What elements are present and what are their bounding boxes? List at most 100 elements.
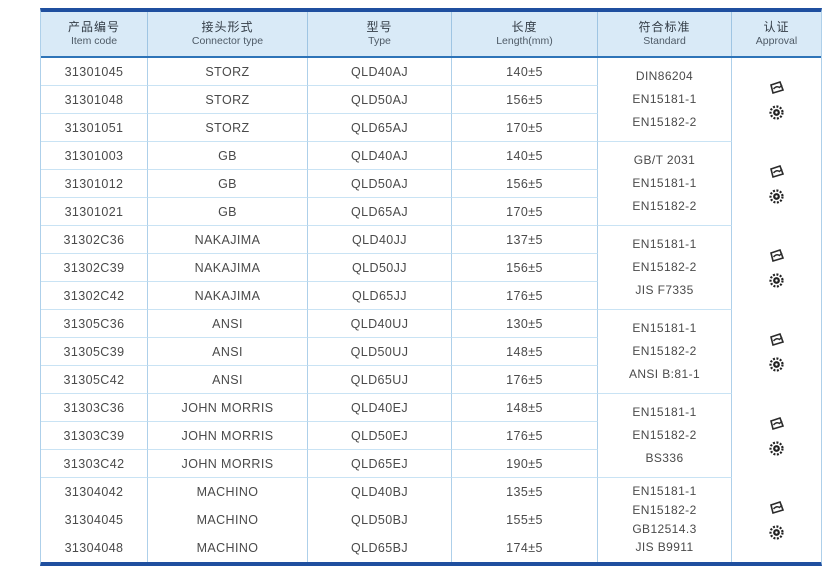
length-cell: 130±5 xyxy=(452,310,598,338)
table-group-machino: 31304042 MACHINO QLD40BJ 135±5 EN15181-1… xyxy=(41,478,821,562)
item-code-cell: 31305C42 xyxy=(41,366,148,394)
standard-line: JIS B9911 xyxy=(635,540,694,555)
item-code-cell: 31303C39 xyxy=(41,422,148,450)
item-code-cell: 31302C39 xyxy=(41,254,148,282)
standard-line: EN15182-2 xyxy=(632,198,697,213)
item-code-cell: 31305C36 xyxy=(41,310,148,338)
standard-cell: GB/T 2031 EN15181-1 EN15182-2 xyxy=(598,142,732,226)
standard-line: EN15181-1 xyxy=(632,236,697,251)
certification-stamp-icon xyxy=(770,248,785,263)
type-cell: QLD65AJ xyxy=(308,198,452,226)
length-cell: 140±5 xyxy=(452,142,598,170)
certification-seal-icon xyxy=(769,525,784,540)
column-header-en: Connector type xyxy=(191,34,264,47)
type-cell: QLD65JJ xyxy=(308,282,452,310)
standard-line: EN15181-1 xyxy=(632,404,697,419)
standard-line: GB12514.3 xyxy=(632,521,697,536)
length-cell: 155±5 xyxy=(452,506,598,534)
column-header-en: Approval xyxy=(755,34,798,47)
length-cell: 148±5 xyxy=(452,338,598,366)
item-code-cell: 31301048 xyxy=(41,86,148,114)
item-code-cell: 31302C42 xyxy=(41,282,148,310)
item-code-cell: 31305C39 xyxy=(41,338,148,366)
certification-stamp-icon xyxy=(770,332,785,347)
item-code-cell: 31301045 xyxy=(41,58,148,86)
standard-line: EN15182-2 xyxy=(632,114,697,129)
standard-line: EN15182-2 xyxy=(632,427,697,442)
standard-line: ANSI B:81-1 xyxy=(628,366,701,381)
table-group-gb: 31301003 GB QLD40AJ 140±5 GB/T 2031 EN15… xyxy=(41,142,821,226)
length-cell: 174±5 xyxy=(452,534,598,562)
type-cell: QLD65AJ xyxy=(308,114,452,142)
item-code-cell: 31303C36 xyxy=(41,394,148,422)
connector-type-cell: GB xyxy=(148,170,308,198)
connector-type-cell: JOHN MORRIS xyxy=(148,422,308,450)
column-header-en: Item code xyxy=(70,34,118,47)
approval-cell xyxy=(732,394,821,478)
connector-type-cell: ANSI xyxy=(148,366,308,394)
column-header-zh: 符合标准 xyxy=(638,19,691,34)
approval-cell xyxy=(732,478,821,562)
type-cell: QLD50AJ xyxy=(308,170,452,198)
type-cell: QLD40UJ xyxy=(308,310,452,338)
type-cell: QLD40AJ xyxy=(308,58,452,86)
column-header-standard: 符合标准 Standard xyxy=(598,12,732,56)
connector-type-cell: GB xyxy=(148,142,308,170)
table-group-storz: 31301045 STORZ QLD40AJ 140±5 DIN86204 EN… xyxy=(41,58,821,142)
certification-seal-icon xyxy=(769,273,784,288)
standard-line: EN15181-1 xyxy=(632,484,697,499)
length-cell: 148±5 xyxy=(452,394,598,422)
standard-cell: EN15181-1 EN15182-2 BS336 xyxy=(598,394,732,478)
length-cell: 176±5 xyxy=(452,422,598,450)
connector-type-cell: NAKAJIMA xyxy=(148,282,308,310)
standard-line: JIS F7335 xyxy=(635,282,694,297)
approval-cell xyxy=(732,310,821,394)
certification-stamp-icon xyxy=(770,164,785,179)
item-code-cell: 31303C42 xyxy=(41,450,148,478)
column-header-en: Type xyxy=(368,34,391,47)
table-group-nakajima: 31302C36 NAKAJIMA QLD40JJ 137±5 EN15181-… xyxy=(41,226,821,310)
standard-line: EN15182-2 xyxy=(632,343,697,358)
length-cell: 137±5 xyxy=(452,226,598,254)
certification-stamp-icon xyxy=(770,500,785,515)
length-cell: 135±5 xyxy=(452,478,598,506)
connector-type-cell: MACHINO xyxy=(148,534,308,562)
type-cell: QLD50AJ xyxy=(308,86,452,114)
standard-line: EN15181-1 xyxy=(632,320,697,335)
type-cell: QLD40JJ xyxy=(308,226,452,254)
standard-cell: EN15181-1 EN15182-2 ANSI B:81-1 xyxy=(598,310,732,394)
standard-line: EN15181-1 xyxy=(632,175,697,190)
approval-cell xyxy=(732,58,821,142)
table-header-row: 产品编号 Item code 接头形式 Connector type 型号 Ty… xyxy=(41,12,821,58)
table-group-john-morris: 31303C36 JOHN MORRIS QLD40EJ 148±5 EN151… xyxy=(41,394,821,478)
standard-line: GB/T 2031 xyxy=(633,152,696,167)
type-cell: QLD40EJ xyxy=(308,394,452,422)
column-header-zh: 产品编号 xyxy=(67,19,120,34)
standard-line: EN15181-1 xyxy=(632,91,697,106)
type-cell: QLD65UJ xyxy=(308,366,452,394)
item-code-cell: 31304045 xyxy=(41,506,148,534)
column-header-en: Length(mm) xyxy=(496,34,553,47)
column-header-type: 型号 Type xyxy=(308,12,452,56)
connector-type-cell: JOHN MORRIS xyxy=(148,450,308,478)
approval-cell xyxy=(732,226,821,310)
type-cell: QLD50UJ xyxy=(308,338,452,366)
length-cell: 176±5 xyxy=(452,282,598,310)
connector-type-cell: STORZ xyxy=(148,114,308,142)
column-header-en: Standard xyxy=(643,34,686,47)
standard-line: DIN86204 xyxy=(635,68,694,83)
column-header-zh: 接头形式 xyxy=(201,19,254,34)
item-code-cell: 31301003 xyxy=(41,142,148,170)
item-code-cell: 31304048 xyxy=(41,534,148,562)
length-cell: 156±5 xyxy=(452,254,598,282)
certification-stamp-icon xyxy=(770,416,785,431)
connector-type-cell: ANSI xyxy=(148,310,308,338)
length-cell: 156±5 xyxy=(452,170,598,198)
product-table: 产品编号 Item code 接头形式 Connector type 型号 Ty… xyxy=(40,8,822,566)
length-cell: 190±5 xyxy=(452,450,598,478)
approval-cell xyxy=(732,142,821,226)
standard-line: EN15182-2 xyxy=(632,503,697,518)
connector-type-cell: MACHINO xyxy=(148,506,308,534)
connector-type-cell: JOHN MORRIS xyxy=(148,394,308,422)
length-cell: 176±5 xyxy=(452,366,598,394)
